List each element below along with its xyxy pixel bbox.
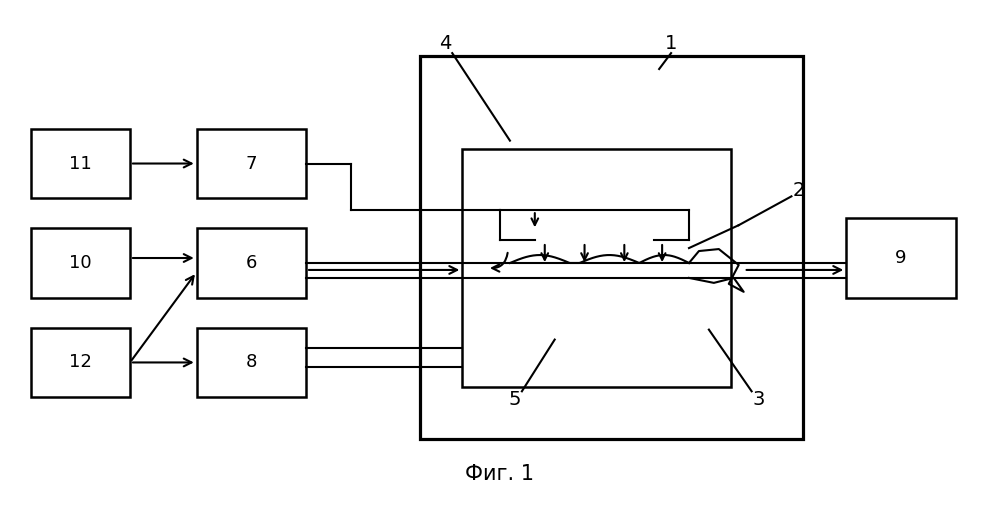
Bar (31, 129, 130, 199)
Bar (846, 218, 956, 298)
Text: 10: 10 (69, 254, 92, 272)
Text: 5: 5 (508, 390, 521, 409)
Text: 4: 4 (440, 34, 452, 53)
Text: 9: 9 (895, 249, 907, 267)
Bar (421, 56, 803, 439)
Text: 2: 2 (792, 181, 804, 200)
Text: 8: 8 (246, 353, 257, 371)
Bar (31, 328, 130, 398)
Text: 11: 11 (69, 155, 92, 172)
Text: 1: 1 (665, 34, 677, 53)
Bar (197, 129, 306, 199)
Text: 7: 7 (246, 155, 257, 172)
Bar (197, 328, 306, 398)
Text: 12: 12 (69, 353, 92, 371)
Text: 3: 3 (752, 390, 765, 409)
Text: 6: 6 (246, 254, 257, 272)
Bar (31, 228, 130, 298)
Bar (463, 148, 730, 387)
Text: Фиг. 1: Фиг. 1 (465, 464, 533, 484)
Bar (197, 228, 306, 298)
